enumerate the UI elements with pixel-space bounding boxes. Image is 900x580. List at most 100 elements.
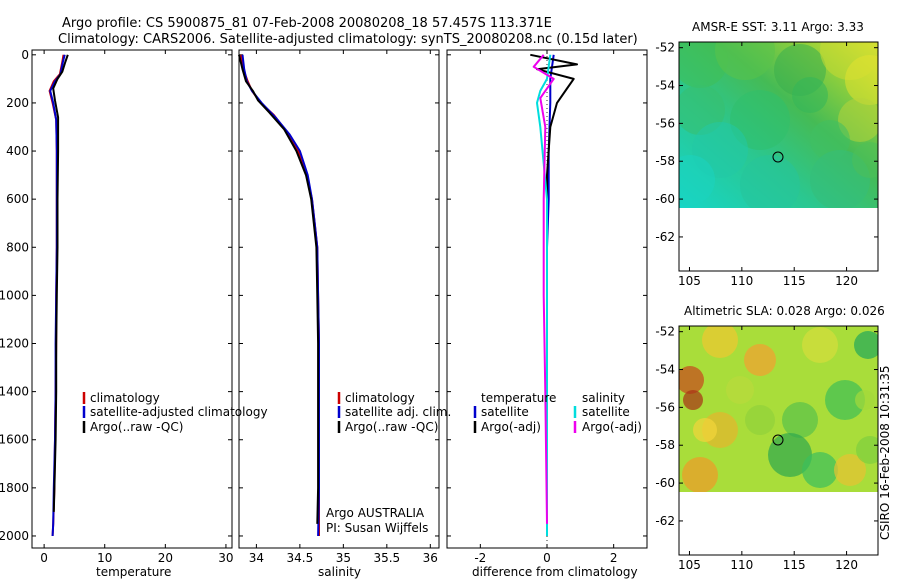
- map-x-tick-label: 120: [835, 558, 858, 572]
- legend-label-sal-argo: Argo(-adj): [582, 420, 642, 434]
- legend-title-salinity: salinity: [582, 391, 625, 405]
- x-tick-label: 0: [40, 551, 48, 565]
- salinity-series: [238, 54, 320, 537]
- sst-texture-cell: [852, 142, 878, 178]
- map-y-tick-label: -54: [655, 363, 675, 377]
- map-y-tick-label: -62: [655, 514, 675, 528]
- map-y-tick-label: -58: [655, 154, 675, 168]
- x-tick-label: 20: [158, 551, 173, 565]
- series-line-argo-raw-qc-: [52, 54, 69, 512]
- map-y-tick-label: -62: [655, 230, 675, 244]
- salinity-panel: 34 34.5 35 35.5 36 salinity climatology sate…: [238, 49, 451, 579]
- y-tick-label: 600: [6, 192, 29, 206]
- map-x-tick-label: 105: [678, 558, 701, 572]
- sst-texture-cell: [715, 42, 775, 80]
- sla-texture-cell: [854, 331, 878, 359]
- sla-texture-cell: [679, 366, 704, 394]
- salinity-x-ticks: 34 34.5 35 35.5 36: [249, 50, 438, 565]
- sst-field-texture: [679, 42, 878, 208]
- legend-label-climatology: climatology: [345, 391, 415, 405]
- sla-map-title: Altimetric SLA: 0.028 Argo: 0.026: [684, 304, 885, 318]
- map-y-tick-label: -52: [655, 325, 675, 339]
- sla-texture-cell: [856, 436, 878, 464]
- sst-argo-location-marker: [772, 151, 784, 163]
- figure-title-line2: Climatology: CARS2006. Satellite-adjuste…: [58, 32, 638, 47]
- legend-label-temp-argo: Argo(-adj): [481, 420, 541, 434]
- series-line-salinity-argo-adj-: [532, 54, 555, 524]
- y-tick-label: 1600: [0, 433, 29, 447]
- sla-texture-cell: [683, 390, 703, 410]
- legend-label-sal-satellite: satellite: [582, 405, 630, 419]
- x-tick-label: 36: [423, 551, 438, 565]
- salinity-y-ticks: [239, 54, 439, 537]
- series-line-climatology: [239, 54, 320, 536]
- sla-texture-cell: [702, 326, 738, 358]
- sla-argo-location-marker: [772, 434, 784, 446]
- x-tick-label: 35: [336, 551, 351, 565]
- map-x-tick-label: 110: [730, 274, 753, 288]
- y-tick-label: 400: [6, 144, 29, 158]
- difference-series: [530, 53, 578, 536]
- map-y-tick-label: -58: [655, 438, 675, 452]
- x-tick-label: 10: [97, 551, 112, 565]
- y-tick-label: 200: [6, 96, 29, 110]
- map-y-tick-label: -52: [655, 41, 675, 55]
- y-tick-label: 1000: [0, 288, 29, 302]
- sla-field-texture: [679, 326, 878, 492]
- sla-texture-cell: [726, 376, 754, 404]
- temperature-x-ticks: 0 10 20 30: [40, 50, 234, 565]
- series-line-temperature-argo-adj-: [530, 53, 578, 512]
- sst-texture-cell: [740, 155, 800, 208]
- y-tick-label: 0: [21, 48, 29, 62]
- sla-texture-cell: [682, 457, 718, 492]
- sst-texture-cell: [730, 90, 790, 150]
- sst-texture-cell: [679, 85, 725, 135]
- sla-texture-cell: [825, 380, 865, 420]
- legend-title-temperature: temperature: [481, 391, 556, 405]
- difference-xlabel: difference from climatology: [472, 565, 638, 579]
- series-line-argo-raw-qc-: [238, 54, 320, 524]
- sla-texture-cell: [802, 327, 838, 363]
- temperature-axes-frame: [31, 49, 233, 549]
- sla-texture-cell: [768, 433, 812, 477]
- difference-legend: temperature salinity satellite Argo(-adj…: [473, 391, 642, 434]
- sla-map-panel: Altimetric SLA: 0.028 Argo: 0.026 -52 -54…: [655, 304, 884, 572]
- y-tick-label: 1400: [0, 385, 29, 399]
- sst-field: [679, 42, 878, 208]
- temperature-legend: climatology satellite-adjusted climatolo…: [82, 391, 268, 434]
- y-tick-label: 1200: [0, 337, 29, 351]
- sst-map-y-ticks: -52 -54 -56 -58 -60 -62: [655, 41, 878, 244]
- sla-texture-cell: [782, 402, 818, 438]
- sla-texture-cell: [744, 344, 776, 376]
- salinity-legend: climatology satellite adj. clim. Argo(..…: [337, 391, 451, 434]
- map-x-tick-label: 115: [783, 558, 806, 572]
- x-tick-label: 34: [249, 551, 264, 565]
- legend-label-satellite-adjusted: satellite-adjusted climatology: [90, 405, 268, 419]
- sla-texture-cell: [834, 454, 866, 486]
- sst-texture-cell: [679, 155, 715, 205]
- sla-map-y-ticks: -52 -54 -56 -58 -60 -62: [655, 325, 878, 528]
- map-y-tick-label: -60: [655, 476, 675, 490]
- map-x-tick-label: 110: [730, 558, 753, 572]
- map-y-tick-label: -54: [655, 79, 675, 93]
- temperature-y-ticks: 0 200 400 600 800 1000 1200 1400 1600 1800 2000: [0, 48, 232, 543]
- sst-texture-cell: [838, 98, 878, 142]
- y-tick-label: 1800: [0, 481, 29, 495]
- map-y-tick-label: -56: [655, 116, 675, 130]
- x-tick-label: 0: [543, 551, 551, 565]
- figure-title-line1: Argo profile: CS 5900875_81 07-Feb-2008 …: [62, 16, 552, 31]
- salinity-axes-frame: [238, 49, 440, 549]
- sst-texture-cell: [792, 77, 828, 113]
- pi-annotation: PI: Susan Wijffels: [326, 521, 428, 535]
- x-tick-label: -2: [474, 551, 486, 565]
- map-x-tick-label: 120: [835, 274, 858, 288]
- map-y-tick-label: -60: [655, 192, 675, 206]
- sst-map-panel: AMSR-E SST: 3.11 Argo: 3.33 -52 -54 -56 -58…: [655, 20, 879, 288]
- argo-program-annotation: Argo AUSTRALIA: [326, 506, 425, 520]
- x-tick-label: 2: [610, 551, 618, 565]
- difference-panel: -2 0 2 difference from climatology tempera…: [446, 49, 648, 579]
- x-tick-label: 34.5: [287, 551, 314, 565]
- y-tick-label: 800: [6, 240, 29, 254]
- map-y-tick-label: -56: [655, 400, 675, 414]
